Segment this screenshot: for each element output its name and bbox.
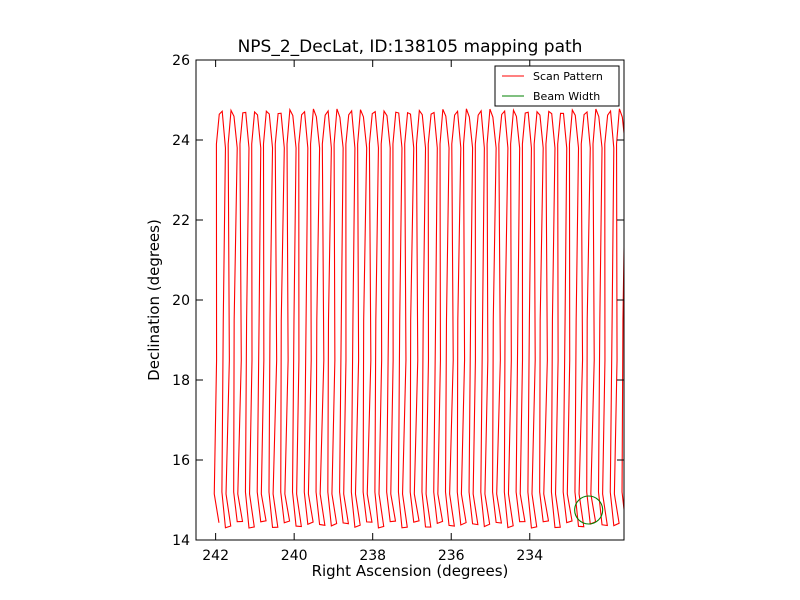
legend-label-scan-pattern: Scan Pattern [533, 70, 603, 83]
y-tick-label: 22 [172, 213, 190, 229]
x-axis-label: Right Ascension (degrees) [312, 562, 509, 580]
y-tick-label: 16 [172, 453, 190, 469]
legend-box [494, 65, 620, 107]
scan-pattern-line [213, 107, 624, 529]
plot-frame [195, 59, 625, 541]
tick-layer: 242 240 238 236 234 14 16 18 20 22 24 26 [172, 53, 624, 564]
x-tick-label: 242 [202, 548, 229, 564]
y-tick-label: 18 [172, 373, 190, 389]
x-tick-label: 234 [516, 548, 543, 564]
beam-width-circle [574, 495, 604, 525]
y-tick-label: 14 [172, 533, 190, 549]
y-tick-label: 24 [172, 133, 190, 149]
y-tick-label: 26 [172, 53, 190, 69]
plot-data-layer [213, 107, 624, 529]
chart-title: NPS_2_DecLat, ID:138105 mapping path [238, 37, 583, 57]
legend-label-beam-width: Beam Width [533, 90, 600, 103]
x-tick-label: 236 [438, 548, 465, 564]
y-axis-label: Declination (degrees) [145, 219, 163, 381]
x-tick-label: 238 [359, 548, 386, 564]
legend: Scan Pattern Beam Width [494, 65, 620, 107]
y-tick-label: 20 [172, 293, 190, 309]
x-tick-label: 240 [281, 548, 308, 564]
